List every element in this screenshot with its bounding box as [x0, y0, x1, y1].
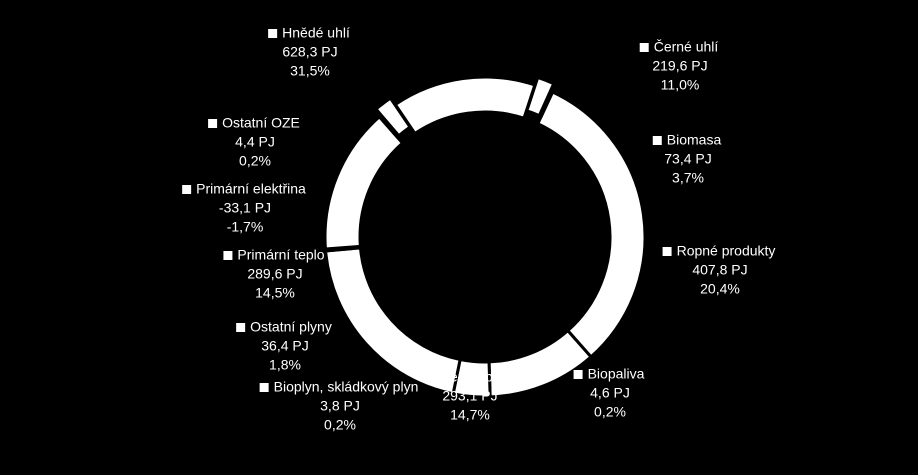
legend-label: Ropné produkty [677, 243, 776, 259]
value-label: 4,6 PJ [590, 385, 630, 401]
legend-swatch [639, 43, 649, 52]
percent-label: 20,4% [700, 281, 740, 297]
percent-label: -1,7% [227, 219, 264, 235]
value-label: 73,4 PJ [664, 151, 711, 167]
legend-label: Zemní plyn [441, 369, 510, 385]
value-label: 289,6 PJ [247, 266, 302, 282]
value-label: 3,8 PJ [320, 398, 360, 414]
value-label: 407,8 PJ [692, 262, 747, 278]
legend-swatch [662, 247, 672, 256]
legend-label: Primární teplo [237, 247, 324, 263]
value-label: 36,4 PJ [261, 338, 308, 354]
value-label: 293,1 PJ [442, 388, 497, 404]
legend-swatch [223, 251, 233, 260]
legend-swatch [208, 119, 218, 128]
percent-label: 1,8% [269, 357, 301, 373]
percent-label: 14,5% [255, 285, 295, 301]
percent-label: 0,2% [239, 153, 271, 169]
legend-swatch [652, 136, 662, 145]
legend-swatch [427, 373, 437, 382]
legend-label: Černé uhlí [654, 39, 719, 55]
percent-label: 31,5% [290, 63, 330, 79]
legend-label: Biomasa [667, 132, 722, 148]
percent-label: 0,2% [324, 417, 356, 433]
legend-swatch [182, 185, 192, 194]
value-label: -33,1 PJ [219, 200, 271, 216]
legend-swatch [236, 323, 246, 332]
legend-label: Bioplyn, skládkový plyn [274, 379, 419, 395]
legend-swatch [573, 370, 583, 379]
value-label: 628,3 PJ [282, 44, 337, 60]
legend-label: Ostatní plyny [250, 319, 332, 335]
legend-label: Biopaliva [588, 366, 645, 382]
donut-segment [537, 81, 558, 119]
percent-label: 3,7% [672, 170, 704, 186]
value-label: 4,4 PJ [235, 134, 275, 150]
percent-label: 0,2% [594, 404, 626, 420]
legend-label: Primární elektřina [196, 181, 306, 197]
legend-label: Ostatní OZE [222, 115, 300, 131]
legend-label: Hnědé uhlí [282, 25, 350, 41]
percent-label: 14,7% [450, 407, 490, 423]
value-label: 219,6 PJ [652, 58, 707, 74]
legend-swatch [268, 29, 278, 38]
percent-label: 11,0% [661, 77, 700, 93]
legend-swatch [259, 383, 269, 392]
